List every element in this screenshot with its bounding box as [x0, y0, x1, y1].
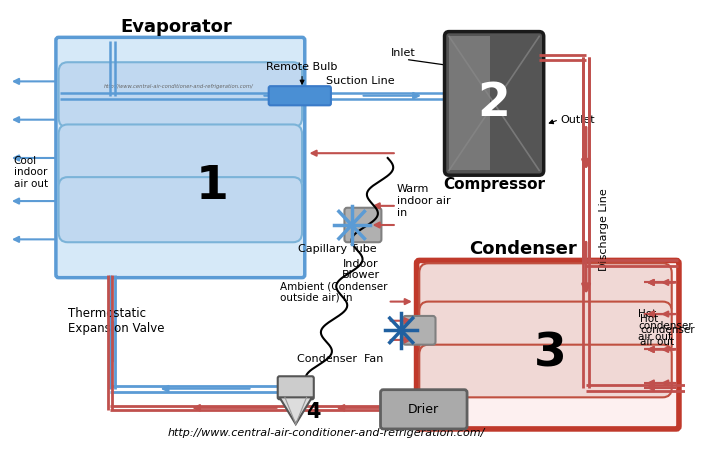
Text: Capillary Tube: Capillary Tube [298, 244, 376, 254]
FancyBboxPatch shape [56, 37, 305, 278]
FancyBboxPatch shape [269, 86, 331, 105]
FancyBboxPatch shape [420, 302, 672, 354]
Text: Discharge Line: Discharge Line [599, 189, 609, 271]
FancyBboxPatch shape [344, 208, 382, 242]
Text: 3: 3 [534, 332, 567, 377]
Text: http://www.central-air-conditioner-and-refrigeration.com/: http://www.central-air-conditioner-and-r… [168, 428, 485, 438]
Text: Hot
condenser
air out: Hot condenser air out [639, 309, 693, 342]
Text: Condenser  Fan: Condenser Fan [297, 354, 383, 364]
FancyBboxPatch shape [58, 125, 302, 189]
Text: Inlet: Inlet [391, 48, 415, 58]
Text: 2: 2 [478, 81, 510, 126]
FancyBboxPatch shape [444, 32, 543, 175]
Polygon shape [279, 397, 312, 424]
Text: Ambient (Condenser
outside air) in: Ambient (Condenser outside air) in [279, 281, 387, 303]
Text: Compressor: Compressor [443, 177, 545, 192]
Text: 1: 1 [196, 164, 228, 209]
Text: Cool
indoor
air out: Cool indoor air out [13, 156, 48, 189]
Text: Evaporator: Evaporator [120, 18, 232, 36]
Text: Thermostatic
Expansion Valve: Thermostatic Expansion Valve [68, 307, 164, 335]
FancyBboxPatch shape [417, 261, 679, 429]
Text: Drier: Drier [408, 403, 439, 416]
FancyBboxPatch shape [380, 390, 467, 429]
Text: Condenser: Condenser [469, 240, 577, 258]
Text: Suction Line: Suction Line [327, 76, 395, 86]
FancyBboxPatch shape [58, 177, 302, 242]
Text: Indoor
Blower: Indoor Blower [341, 258, 379, 280]
Text: Outlet: Outlet [561, 115, 596, 125]
Text: Warm
indoor air
in: Warm indoor air in [397, 184, 451, 218]
Text: http://www.central-air-conditioner-and-refrigeration.com/: http://www.central-air-conditioner-and-r… [103, 84, 253, 89]
Bar [449, 36, 489, 171]
Text: Hot
condenser
air out: Hot condenser air out [640, 314, 695, 347]
Text: Remote Bulb: Remote Bulb [266, 62, 338, 72]
FancyBboxPatch shape [420, 345, 672, 397]
FancyBboxPatch shape [420, 263, 672, 316]
FancyBboxPatch shape [403, 316, 436, 345]
Text: 4: 4 [306, 402, 321, 422]
FancyBboxPatch shape [277, 376, 314, 399]
FancyBboxPatch shape [58, 62, 302, 127]
